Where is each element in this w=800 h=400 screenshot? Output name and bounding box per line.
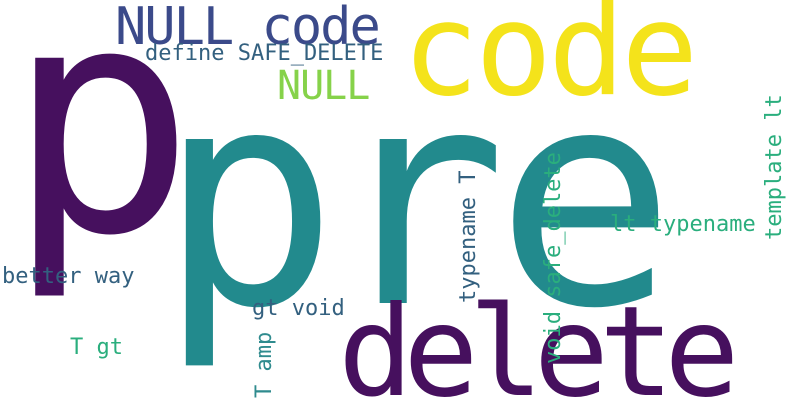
word-null: NULL [277, 63, 370, 109]
word-define-safe-delete: define SAFE_DELETE [145, 41, 384, 66]
word-lt-typename: lt typename [610, 212, 756, 237]
word-gt-void: gt void [252, 296, 345, 321]
word-pre: pre [158, 25, 676, 374]
word-better-way: better way [2, 264, 135, 289]
word-template-lt: template lt [762, 94, 787, 240]
word-delete: delete [338, 280, 740, 400]
word-t-gt: T gt [70, 335, 123, 360]
word-null-code: NULL code [115, 0, 381, 57]
word-void-safe-delete: void safe_delete [541, 152, 566, 364]
word-typename-t: typename T [456, 170, 481, 303]
word-code: code [402, 0, 698, 125]
word-t-amp: T amp [252, 331, 277, 398]
word-p: p [6, 0, 196, 305]
